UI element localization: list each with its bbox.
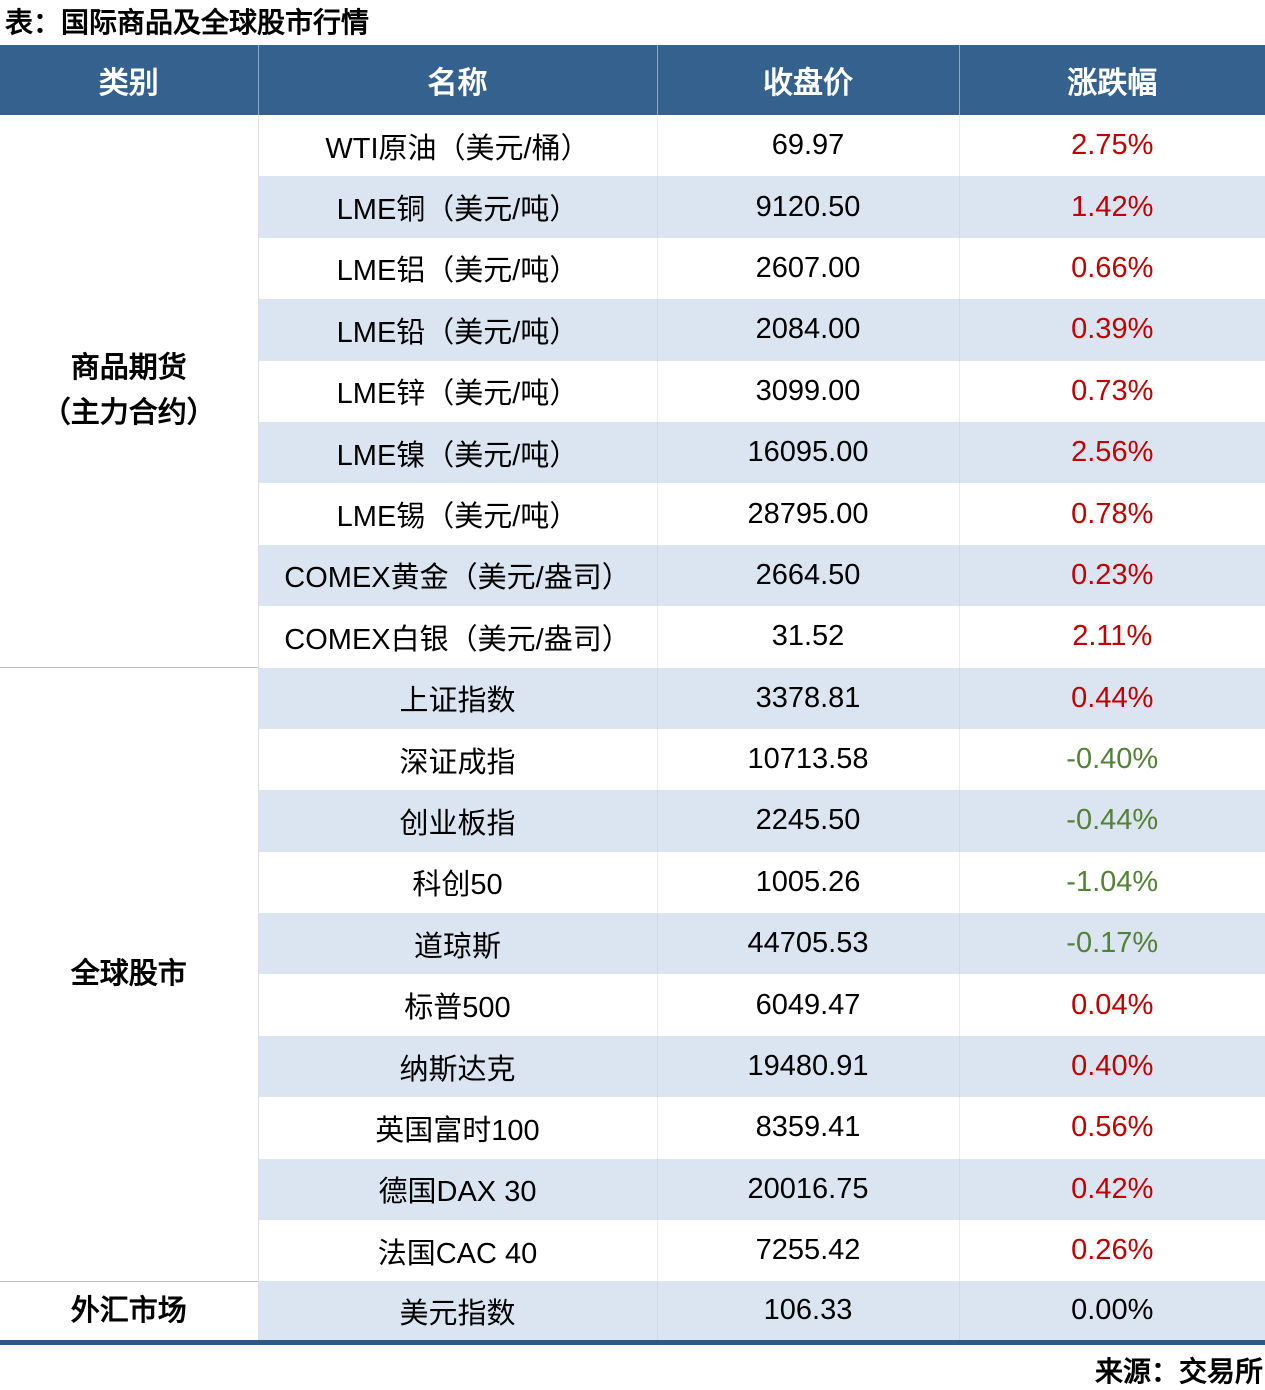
name-cell: 标普500 [258,974,658,1036]
close-price-cell: 8359.41 [657,1097,960,1159]
change-percent-cell: -0.40% [1066,743,1159,776]
close-price-cell: 10713.58 [657,728,960,791]
table-row: LME锡（美元/吨） 28795.00 0.78% [0,483,1265,545]
name-cell: 科创50 [258,851,658,914]
change-percent-cell: 0.39% [959,299,1265,361]
close-price-cell: 7255.42 [657,1220,960,1282]
table-row: COMEX白银（美元/盎司） 31.52 2.11% [0,606,1265,668]
table-row: 英国富时100 8359.41 0.56% [0,1097,1265,1159]
name-cell: LME锡（美元/吨） [258,483,658,545]
change-percent-cell: 0.23% [959,544,1265,607]
close-price-cell: 16095.00 [657,421,960,484]
name-cell: LME铜（美元/吨） [258,176,658,238]
close-price-cell: 6049.47 [657,974,960,1036]
change-percent-cell: 0.56% [1071,1111,1154,1144]
close-price-cell: 3099.00 [657,360,960,422]
close-price-cell: 3378.81 [657,667,960,729]
name-cell: LME锌（美元/吨） [258,360,658,422]
category-label: 全球股市 [70,958,187,990]
close-price-cell: 31.52 [657,606,960,668]
name-cell: 法国CAC 40 [258,1220,658,1282]
change-percent-cell: 0.42% [959,1158,1265,1221]
close-price-cell: 28795.00 [657,483,960,545]
name-cell: 创业板指 [258,790,658,852]
name-cell: COMEX黄金（美元/盎司） [258,544,658,607]
table-body: 商品期货 （主力合约） WTI原油（美元/桶） 69.97 2.75% LME铜（美元/吨… [0,115,1265,1343]
table-row: 全球股市 上证指数 3378.81 0.44% [0,667,1265,1282]
table-row: LME铝（美元/吨） 2607.00 0.66% [0,237,1265,300]
column-header: 收盘价 [657,45,960,115]
change-percent-cell: 0.26% [1071,1234,1154,1267]
table-row: 科创50 1005.26 -1.04% [0,851,1265,914]
name-cell: LME铅（美元/吨） [258,299,658,361]
close-price-cell: 9120.50 [657,176,960,238]
table-row: 商品期货 （主力合约） WTI原油（美元/桶） 69.97 2.75% [0,115,1265,668]
change-percent-cell: 2.56% [959,421,1265,484]
name-cell: 德国DAX 30 [258,1158,658,1221]
close-price-cell: 69.97 [657,115,960,177]
change-percent-cell: 0.00% [959,1281,1265,1343]
source-note: 来源：交易所 [1094,1356,1263,1388]
change-percent-cell: 2.75% [1071,129,1154,162]
name-cell: 英国富时100 [258,1097,658,1159]
table-row: 外汇市场 美元指数 106.33 0.00% [0,1280,1265,1343]
change-percent-cell: 0.73% [1071,374,1154,407]
name-cell: LME镍（美元/吨） [258,421,658,484]
category-label: 商品期货 [70,352,187,385]
change-percent-cell: 0.44% [959,667,1265,729]
close-price-cell: 2245.50 [657,790,960,852]
change-percent-cell: 0.04% [1071,988,1154,1021]
close-price-cell: 20016.75 [657,1158,960,1221]
table-header: 类别 名称 收盘价 涨跌幅 [0,45,1265,115]
change-percent-cell: 0.78% [1071,497,1154,530]
name-cell: 美元指数 [258,1281,658,1343]
change-percent-cell: 2.11% [1072,620,1153,653]
name-cell: 上证指数 [258,667,658,729]
table-row: 法国CAC 40 7255.42 0.26% [0,1220,1265,1282]
close-price-cell: 106.33 [657,1281,960,1343]
change-percent-cell: 1.42% [959,176,1265,238]
change-percent-cell: -0.44% [959,790,1265,852]
name-cell: 纳斯达克 [258,1035,658,1098]
category-label: （主力合约） [41,397,216,429]
close-price-cell: 19480.91 [657,1035,960,1098]
change-percent-cell: 0.66% [1071,251,1154,284]
close-price-cell: 2607.00 [657,237,960,300]
table-row: 创业板指 2245.50 -0.44% [0,790,1265,852]
name-cell: COMEX白银（美元/盎司） [258,606,658,668]
change-percent-cell: 0.40% [959,1035,1265,1098]
close-price-cell: 2664.50 [657,544,960,607]
close-price-cell: 2084.00 [657,299,960,361]
table-row: LME锌（美元/吨） 3099.00 0.73% [0,360,1265,422]
name-cell: 深证成指 [258,728,658,791]
name-cell: 道琼斯 [258,913,658,975]
table-row: LME铅（美元/吨） 2084.00 0.39% [0,299,1265,361]
column-header: 类别 [0,45,259,115]
column-header: 涨跌幅 [959,45,1265,115]
category-cell: 全球股市 [0,667,259,1282]
category-cell: 外汇市场 [0,1280,259,1343]
name-cell: WTI原油（美元/桶） [258,115,658,177]
table-title: 表：国际商品及全球股市行情 [5,7,370,38]
close-price-cell: 1005.26 [657,851,960,914]
category-cell: 商品期货 （主力合约） [0,115,259,668]
change-percent-cell: -0.17% [959,913,1265,975]
table-row: LME镍（美元/吨） 16095.00 2.56% [0,421,1265,484]
column-header: 名称 [258,45,658,115]
name-cell: LME铝（美元/吨） [258,237,658,300]
table-row: 道琼斯 44705.53 -0.17% [0,913,1265,975]
table-row: 深证成指 10713.58 -0.40% [0,728,1265,791]
category-label: 外汇市场 [70,1294,187,1327]
table-row: LME铜（美元/吨） 9120.50 1.42% [0,176,1265,238]
close-price-cell: 44705.53 [657,913,960,975]
change-percent-cell: -1.04% [1066,865,1159,898]
market-table: 类别 名称 收盘价 涨跌幅 商品期货 （主力合约） WTI原油（美元/桶） 69.97 2.7… [0,45,1265,1346]
table-row: 标普500 6049.47 0.04% [0,974,1265,1036]
table-row: COMEX黄金（美元/盎司） 2664.50 0.23% [0,544,1265,607]
table-row: 纳斯达克 19480.91 0.40% [0,1035,1265,1098]
header-row: 类别 名称 收盘价 涨跌幅 [0,45,1265,115]
table-row: 德国DAX 30 20016.75 0.42% [0,1158,1265,1221]
